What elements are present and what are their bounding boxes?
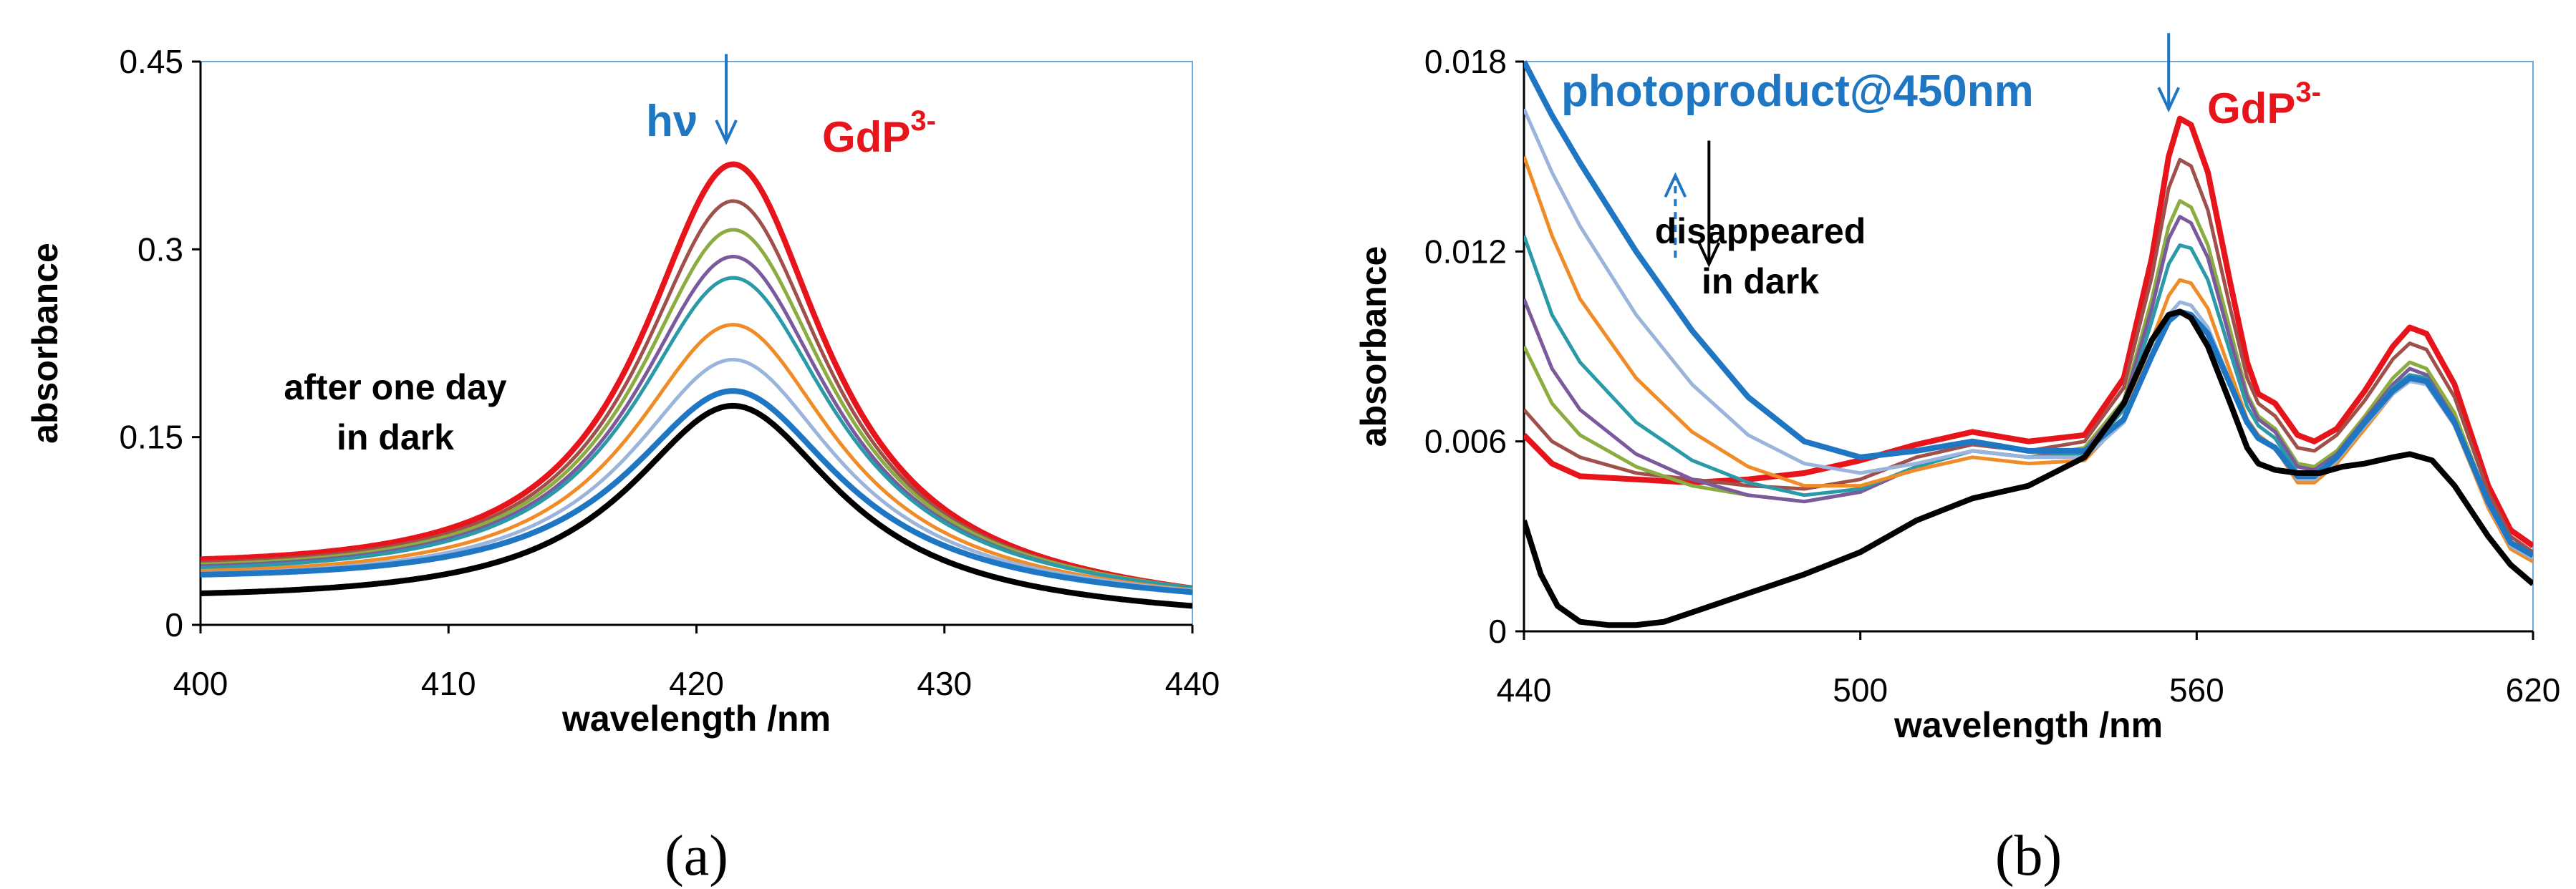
panel-b-series-line-0 (1524, 115, 2533, 548)
panel-a-annotation-hv: hν (646, 97, 698, 146)
panel-b-x-tick-label: 620 (2506, 671, 2561, 709)
panel-a-arrow-head (715, 120, 738, 145)
panel-a-series-group (201, 161, 1192, 609)
panel-a-x-axis-label: wavelength /nm (561, 699, 831, 739)
panel-b-y-axis-label: absorbance (1354, 246, 1394, 447)
panel-b-arrow-head-1 (1664, 172, 1687, 198)
chart-panel-a: 0 0.15 0.3 0.45 400 410 420 430 440 wavelength /n… (25, 43, 1220, 888)
panel-a-y-tick-label: 0.3 (138, 230, 183, 268)
panel-b-plot-frame (1523, 61, 2534, 632)
panel-b-series-line-3 (1524, 215, 2533, 560)
chart-panel-b: 0 0.006 0.012 0.018 440 500 560 620 wavelength /… (1354, 33, 2560, 888)
panel-a-x-tick-label: 430 (917, 665, 972, 702)
panel-a-y-axis-label: absorbance (25, 243, 65, 444)
panel-a-plot-frame (200, 61, 1193, 626)
panel-a-series-line-5 (201, 323, 1192, 592)
panel-b-series-line-8 (1524, 309, 2533, 628)
panel-a-annotation-dark: after one day in dark (284, 367, 506, 457)
panel-a-series-line-0 (201, 161, 1192, 591)
panel-a-y-tick-label: 0 (165, 606, 183, 643)
panel-a-x-tick-label: 420 (669, 665, 724, 702)
panel-a-series-line-7 (201, 388, 1192, 596)
panel-a-x-tick-label: 400 (173, 665, 228, 702)
panel-b-annotation-photoproduct: photoproduct@450nm (1561, 67, 2034, 116)
panel-b-arrow-head-0 (2157, 87, 2181, 113)
panel-b-y-tick-label: 0.012 (1424, 233, 1507, 270)
panel-a-panel-label: (a) (665, 825, 728, 888)
panel-b-series-group (1524, 60, 2533, 628)
panel-a-annotation-gdp: GdP3- (822, 105, 936, 161)
panel-b-x-tick-label: 560 (2169, 671, 2224, 709)
panel-b-x-tick-label: 440 (1497, 671, 1552, 709)
panel-a-x-tick-label: 440 (1165, 665, 1220, 702)
panel-b-y-tick-label: 0.006 (1424, 423, 1507, 460)
panel-a-series-line-4 (201, 276, 1192, 590)
panel-b-panel-label: (b) (1995, 825, 2062, 888)
panel-b-y-tick-label: 0 (1488, 613, 1507, 650)
panel-b-y-tick-label: 0.018 (1424, 43, 1507, 80)
panel-b-annotation-dark: disappeared in dark (1655, 211, 1866, 301)
panel-b-x-tick-label: 500 (1833, 671, 1888, 709)
panel-a-y-tick-label: 0.45 (119, 43, 183, 80)
panel-b-x-axis-label: wavelength /nm (1894, 705, 2163, 745)
panel-b-arrow-head-2 (1697, 242, 1721, 268)
panel-a-y-tick-label: 0.15 (119, 419, 183, 456)
panel-a-series-line-2 (201, 228, 1192, 590)
panel-a-x-tick-label: 410 (421, 665, 476, 702)
panel-b-annotation-gdp: GdP3- (2207, 77, 2321, 132)
panel-a-series-line-8 (201, 402, 1192, 609)
